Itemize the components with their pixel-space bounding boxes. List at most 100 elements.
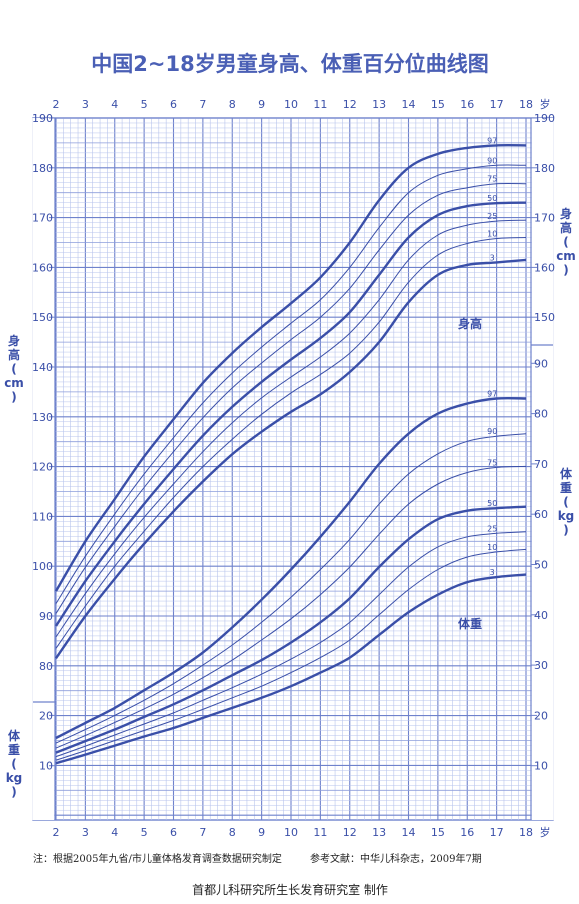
source-note: 注：根据2005年九省/市儿童体格发育调查数据研究制定 (33, 852, 282, 865)
age-tick-bottom: 6 (170, 826, 177, 839)
weight-tick-label-right: 90 (534, 357, 548, 370)
height-percentile-label: 10 (487, 230, 497, 239)
age-tick-bottom: 12 (343, 826, 357, 839)
age-tick-top: 9 (258, 98, 265, 111)
height-percentile-label: 50 (487, 194, 497, 203)
weight-axis-label-right: 体 (560, 466, 573, 481)
height-axis-label-left: ) (11, 390, 16, 404)
weight-percentile-label: 10 (487, 543, 497, 552)
age-tick-bottom: 3 (82, 826, 89, 839)
age-tick-bottom: 4 (111, 826, 118, 839)
height-percentile-label: 90 (487, 156, 497, 165)
weight-percentile-label: 97 (487, 390, 497, 399)
height-percentile-label: 25 (487, 212, 497, 221)
height-axis-label-right: cm (556, 249, 576, 263)
height-curve-p3 (55, 258, 527, 659)
age-tick-top: 13 (372, 98, 386, 111)
weight-percentile-label: 90 (487, 427, 497, 436)
weight-axis-label-right: kg (558, 509, 575, 523)
height-axis-label-right: ) (563, 263, 568, 277)
axes: 80 90 100 110 120 130 140 150 150 160 160 170 170 180… (32, 97, 555, 839)
age-tick-top: 18 (519, 98, 533, 111)
weight-tick-label-right: 80 (534, 408, 548, 421)
weight-tick-label-left: 20 (39, 709, 53, 722)
age-tick-bottom: 17 (490, 826, 504, 839)
height-tick-label-right: 150 (534, 311, 555, 324)
age-unit-bottom: 岁 (540, 825, 551, 839)
height-axis-label-right: 身 (560, 206, 572, 221)
age-tick-top: 8 (229, 98, 236, 111)
age-tick-top: 6 (170, 98, 177, 111)
height-curve-p75 (55, 182, 527, 614)
weight-curve-p50 (55, 505, 527, 754)
weight-axis-label-right: ( (563, 495, 568, 509)
right-axis-panel (531, 118, 554, 820)
left-axis-panel (32, 118, 55, 820)
age-tick-bottom: 5 (141, 826, 148, 839)
age-tick-bottom: 15 (431, 826, 445, 839)
height-tick-label-left: 180 (32, 162, 53, 175)
weight-percentile-label: 25 (487, 524, 497, 533)
weight-tick-label-right: 20 (534, 709, 548, 722)
age-tick-bottom: 7 (199, 826, 206, 839)
height-percentile-label: 75 (487, 175, 497, 184)
height-tick-label-left: 120 (32, 461, 53, 474)
weight-tick-label-right: 30 (534, 659, 548, 672)
height-axis-label-left: cm (4, 376, 24, 390)
age-tick-top: 15 (431, 98, 445, 111)
weight-curve-p10 (55, 548, 527, 761)
weight-axis-label-left: kg (6, 771, 23, 785)
age-tick-top: 5 (141, 98, 148, 111)
age-tick-top: 12 (343, 98, 357, 111)
age-tick-bottom: 11 (313, 826, 327, 839)
age-tick-top: 10 (284, 98, 298, 111)
height-tick-label-left: 90 (39, 610, 53, 623)
weight-tick-label-right: 60 (534, 508, 548, 521)
weight-curve-p3 (55, 573, 527, 765)
weight-curve-p97 (55, 396, 527, 740)
height-region-label: 身高 (458, 316, 482, 331)
weight-tick-label-right: 70 (534, 458, 548, 471)
height-tick-label-left: 170 (32, 212, 53, 225)
height-axis-label-right: 高 (560, 220, 572, 235)
height-tick-label-left: 130 (32, 411, 53, 424)
weight-region-label: 体重 (458, 616, 482, 631)
weight-axis-label-left: ) (11, 785, 16, 799)
height-curve-p10 (55, 237, 527, 649)
height-tick-label-right: 160 (534, 261, 555, 274)
age-tick-bottom: 16 (460, 826, 474, 839)
age-tick-top: 11 (313, 98, 327, 111)
height-tick-label-left: 190 (32, 112, 53, 125)
reference-note: 参考文献：中华儿科杂志，2009年7期 (310, 852, 482, 865)
age-tick-bottom: 8 (229, 826, 236, 839)
age-tick-top: 3 (82, 98, 89, 111)
age-tick-bottom: 2 (53, 826, 60, 839)
curves (54, 144, 527, 765)
age-tick-top: 16 (460, 98, 474, 111)
age-tick-top: 4 (111, 98, 118, 111)
weight-tick-label-right: 50 (534, 559, 548, 572)
height-tick-label-left: 100 (32, 560, 53, 573)
age-tick-bottom: 14 (402, 826, 416, 839)
height-axis-label-left: 身 (8, 333, 20, 348)
age-tick-top: 17 (490, 98, 504, 111)
height-curve-p97 (54, 144, 527, 592)
weight-curve-p25 (55, 531, 527, 758)
height-percentile-label: 3 (490, 253, 495, 262)
weight-curve-p90 (55, 433, 527, 744)
height-curve-p25 (55, 219, 527, 638)
height-tick-label-left: 110 (32, 510, 53, 523)
weight-tick-label-left: 10 (39, 760, 53, 773)
weight-percentile-label: 75 (487, 458, 497, 467)
height-tick-label-left: 150 (32, 311, 53, 324)
height-curve-p50 (54, 201, 527, 627)
weight-tick-label-right: 10 (534, 760, 548, 773)
age-tick-bottom: 9 (258, 826, 265, 839)
height-axis-label-left: ( (11, 362, 16, 376)
height-tick-label-right: 190 (534, 112, 555, 125)
footer-credit: 首都儿科研究所生长发育研究室 制作 (192, 882, 388, 897)
height-axis-label-right: ( (563, 235, 568, 249)
grid (32, 117, 554, 821)
labels: 身高(cm)体重(kg)身高(cm)体重(kg)9790755025103979… (4, 136, 576, 799)
height-tick-label-left: 160 (32, 261, 53, 274)
